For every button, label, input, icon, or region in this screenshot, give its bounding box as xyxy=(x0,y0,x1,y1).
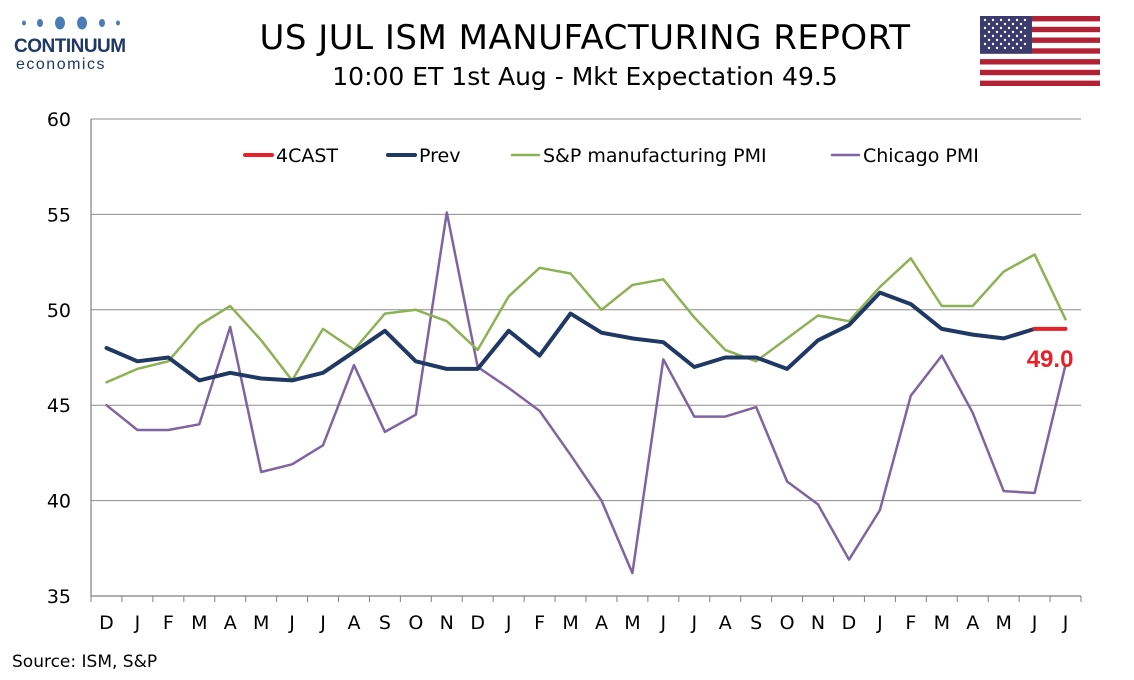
x-tick-label: N xyxy=(811,612,825,634)
x-tick-label: A xyxy=(966,612,979,634)
x-tick-label: A xyxy=(347,612,360,634)
x-tick-label: M xyxy=(253,612,269,634)
y-tick-label: 60 xyxy=(47,109,71,131)
y-tick-label: 55 xyxy=(47,204,71,226)
series-line-chicago-pmi xyxy=(105,211,1067,575)
logo-subtitle: economics xyxy=(16,56,106,73)
x-tick-label: F xyxy=(905,612,916,634)
x-tick-label: N xyxy=(440,612,454,634)
x-tick-label: D xyxy=(842,612,857,634)
x-tick-label: J xyxy=(319,612,326,634)
x-tick-label: J xyxy=(1062,612,1069,634)
x-tick-label: S xyxy=(379,612,391,634)
y-tick-label: 40 xyxy=(47,491,71,513)
y-tick-label: 45 xyxy=(47,395,71,417)
us-flag-icon xyxy=(980,16,1100,86)
logo-dots-icon xyxy=(22,16,120,30)
x-tick-label: M xyxy=(562,612,578,634)
x-tick-label: J xyxy=(505,612,512,634)
x-tick-label: M xyxy=(624,612,640,634)
page-subtitle: 10:00 ET 1st Aug - Mkt Expectation 49.5 xyxy=(332,62,838,91)
x-tick-label: A xyxy=(224,612,237,634)
x-tick-label: J xyxy=(134,612,141,634)
legend-label: Chicago PMI xyxy=(863,145,979,167)
x-tick-label: S xyxy=(750,612,762,634)
x-tick-label: F xyxy=(534,612,545,634)
x-tick-label: D xyxy=(470,612,485,634)
page-title: US JUL ISM MANUFACTURING REPORT xyxy=(259,18,911,58)
series-line-s-p-manufacturing-pmi xyxy=(105,253,1067,384)
x-tick-label: J xyxy=(288,612,295,634)
x-tick-label: J xyxy=(660,612,667,634)
x-tick-label: M xyxy=(191,612,207,634)
x-tick-label: O xyxy=(408,612,423,634)
x-tick-label: A xyxy=(595,612,608,634)
legend-label: Prev xyxy=(419,145,460,167)
forecast-data-label: 49.0 xyxy=(1027,346,1074,373)
legend-label: 4CAST xyxy=(276,145,338,167)
x-tick-label: M xyxy=(995,612,1011,634)
y-tick-label: 50 xyxy=(47,300,71,322)
x-tick-label: F xyxy=(163,612,174,634)
x-tick-label: D xyxy=(99,612,114,634)
x-tick-label: A xyxy=(719,612,732,634)
series-line-prev xyxy=(104,290,1037,383)
source-note: Source: ISM, S&P xyxy=(12,652,158,672)
legend-label: S&P manufacturing PMI xyxy=(543,145,767,167)
x-tick-label: O xyxy=(780,612,795,634)
x-tick-label: J xyxy=(876,612,883,634)
x-tick-label: J xyxy=(1031,612,1038,634)
x-tick-label: M xyxy=(934,612,950,634)
x-tick-label: J xyxy=(690,612,697,634)
y-tick-label: 35 xyxy=(47,586,71,608)
logo-name: CONTINUUM xyxy=(14,36,126,57)
